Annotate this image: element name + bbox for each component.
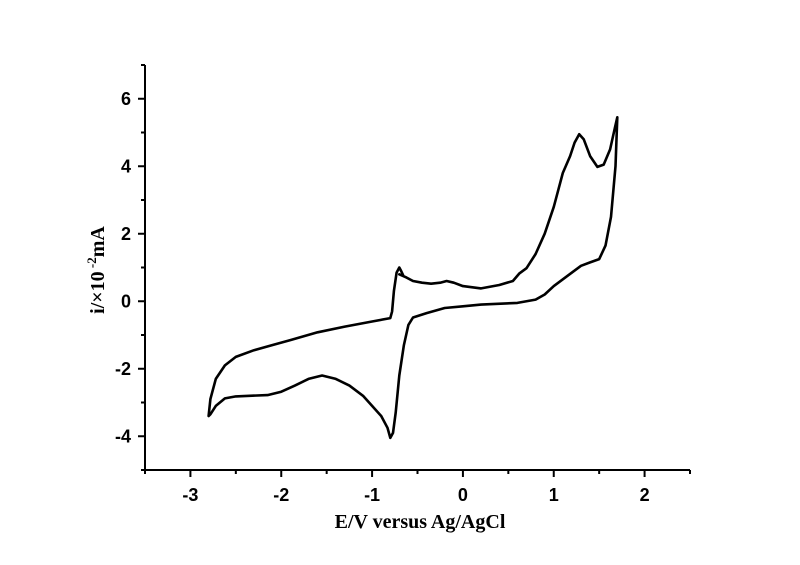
y-tick-label: 4 (121, 156, 131, 176)
x-axis-label: E/V versus Ag/AgCl (335, 511, 506, 533)
y-tick-label: -4 (115, 426, 131, 446)
x-tick-label: 0 (458, 485, 468, 505)
x-tick-label: -2 (273, 485, 289, 505)
x-tick-label: 2 (640, 485, 650, 505)
x-tick-label: -1 (364, 485, 380, 505)
y-axis-label: i/×10 -2mA (84, 226, 109, 314)
y-tick-label: 2 (121, 224, 131, 244)
cv-curve-line (207, 116, 619, 440)
y-tick-label: 0 (121, 291, 131, 311)
y-tick-label: 6 (121, 89, 131, 109)
y-axis-label-exponent: -2 (84, 257, 99, 271)
y-tick-label: -2 (115, 359, 131, 379)
y-axis-label-unit: mA (87, 226, 109, 258)
x-tick-label: -3 (182, 485, 198, 505)
ticks: -3 -2 -1 0 1 2 -4 -2 0 2 4 6 (115, 64, 691, 505)
plot-area (207, 116, 619, 440)
y-axis-label-base: i/×10 (87, 271, 109, 314)
x-tick-label: 1 (549, 485, 559, 505)
